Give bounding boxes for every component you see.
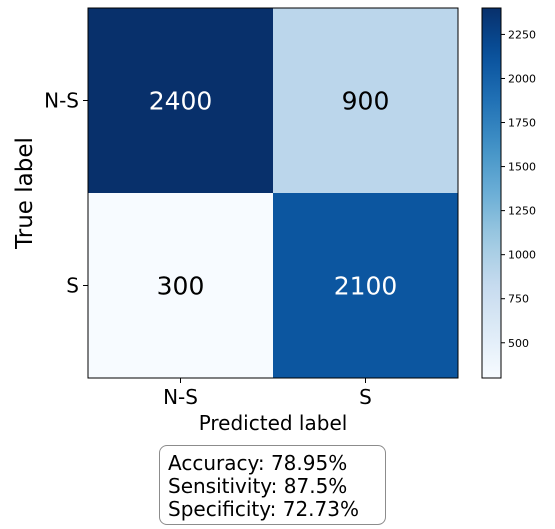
x-axis-label: Predicted label [199, 411, 348, 435]
cell-value-label: 300 [157, 272, 205, 301]
colorbar-tick-label: 1750 [508, 117, 536, 130]
metrics-box: Accuracy: 78.95% Sensitivity: 87.5% Spec… [159, 445, 386, 525]
colorbar-tick-label: 2000 [508, 72, 536, 85]
matrix-cell [88, 193, 273, 378]
colorbar-tick-label: 1500 [508, 161, 536, 174]
cell-value-label: 2400 [149, 87, 213, 116]
confusion-matrix-chart: 2400 900 300 2100 N-S S N-S S Predicted label Tru… [12, 7, 536, 435]
colorbar-tick-label: 750 [508, 293, 529, 306]
matrix-cell [88, 8, 273, 193]
colorbar-tick-label: 1000 [508, 249, 536, 262]
colorbar-tick-label: 2250 [508, 28, 536, 41]
colorbar [481, 7, 502, 379]
colorbar-tick-label: 1250 [508, 205, 536, 218]
matrix-cell [273, 8, 458, 193]
accuracy-text: Accuracy: 78.95% [168, 451, 348, 475]
x-tick-label: S [359, 385, 372, 409]
colorbar-tick-label: 500 [508, 337, 529, 350]
cell-value-label: 2100 [334, 272, 398, 301]
x-tick-label: N-S [163, 385, 198, 409]
sensitivity-text: Sensitivity: 87.5% [168, 474, 348, 498]
specificity-text: Specificity: 72.73% [168, 497, 359, 521]
cell-value-label: 900 [342, 87, 390, 116]
plot-frame [87, 7, 459, 379]
matrix-cell [273, 193, 458, 378]
y-tick-label: S [66, 274, 79, 298]
y-tick-label: N-S [44, 89, 79, 113]
y-axis-label: True label [12, 137, 38, 250]
